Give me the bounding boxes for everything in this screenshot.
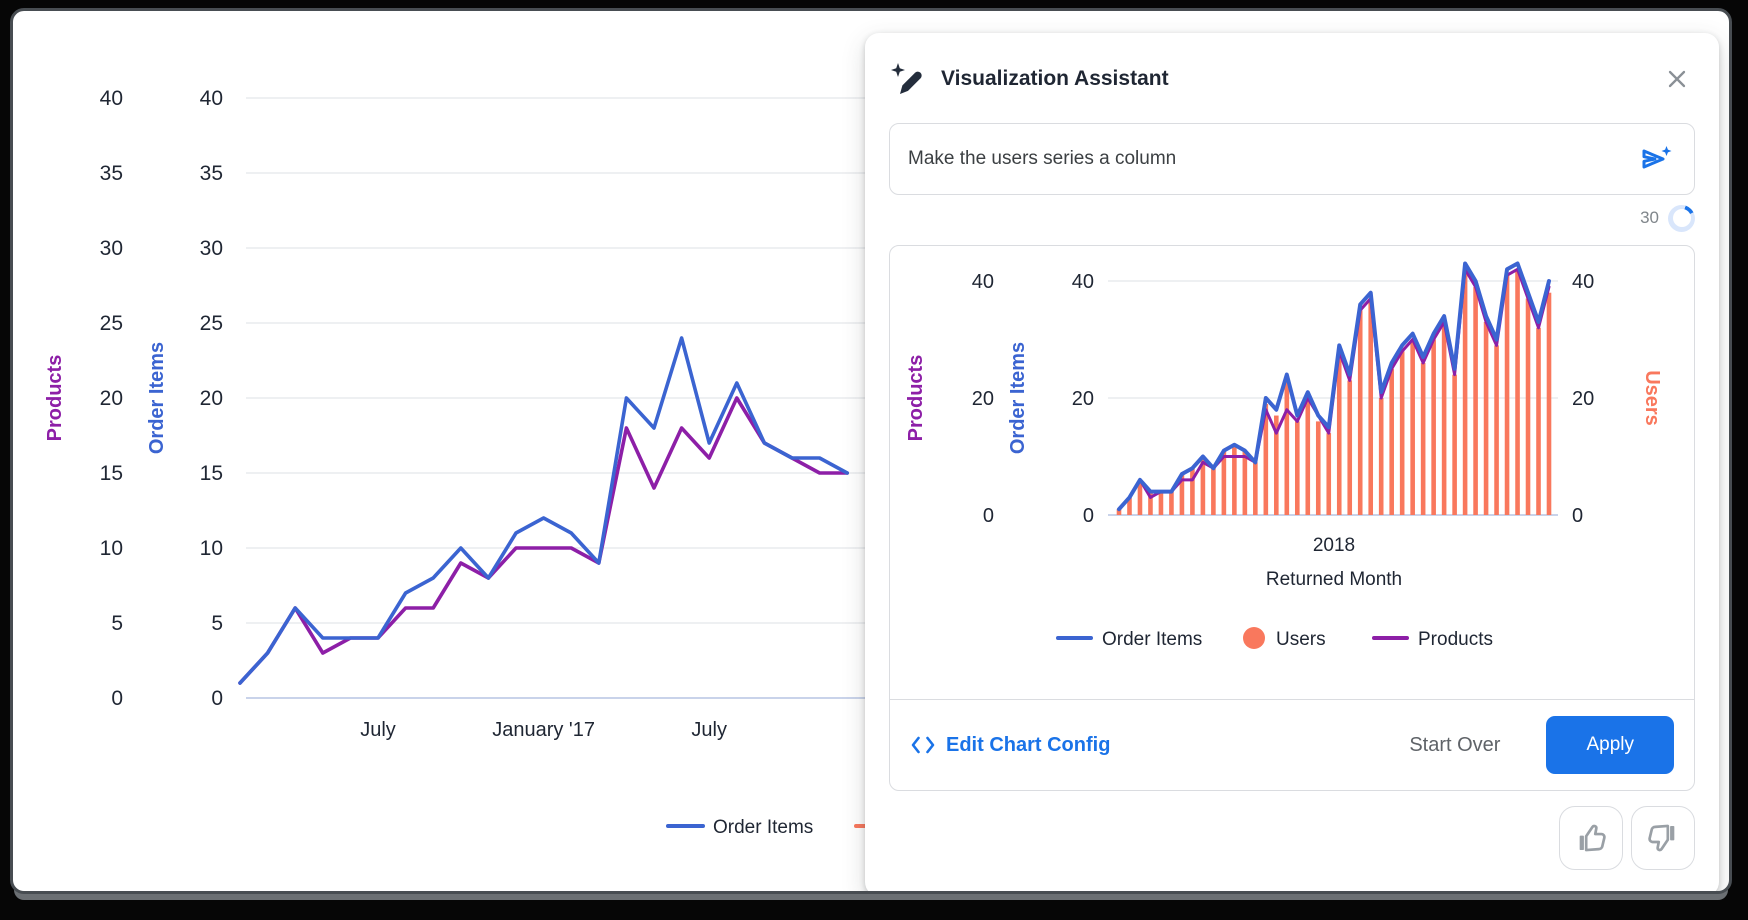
- svg-text:40: 40: [972, 271, 994, 293]
- svg-text:0: 0: [983, 505, 994, 527]
- svg-text:Products: Products: [44, 355, 66, 442]
- prompt-input-container: [889, 123, 1695, 195]
- svg-text:5: 5: [111, 612, 123, 635]
- apply-button[interactable]: Apply: [1546, 716, 1674, 774]
- edit-chart-config-label: Edit Chart Config: [946, 733, 1111, 756]
- svg-text:15: 15: [200, 462, 223, 485]
- svg-text:July: July: [360, 719, 396, 741]
- dialog-header: Visualization Assistant: [889, 57, 1695, 101]
- feedback-row: [889, 806, 1695, 870]
- thumbs-down-icon: [1646, 821, 1680, 855]
- svg-text:Products: Products: [905, 355, 927, 442]
- svg-text:0: 0: [211, 687, 223, 710]
- svg-text:35: 35: [100, 162, 123, 185]
- thumbs-down-button[interactable]: [1631, 806, 1695, 870]
- svg-text:10: 10: [100, 537, 123, 560]
- preview-chart: 0 0 0 20 20 20 40 40 40 Products Order Items Users 2…: [890, 246, 1694, 699]
- svg-text:40: 40: [200, 87, 223, 110]
- svg-text:Order Items: Order Items: [713, 817, 813, 838]
- preview-footer: Edit Chart Config Start Over Apply: [890, 699, 1694, 790]
- svg-text:20: 20: [972, 388, 994, 410]
- svg-text:Order Items: Order Items: [146, 342, 168, 454]
- thumbs-up-icon: [1574, 821, 1608, 855]
- svg-text:40: 40: [100, 87, 123, 110]
- svg-text:0: 0: [111, 687, 123, 710]
- send-icon: [1636, 139, 1676, 179]
- svg-text:15: 15: [100, 462, 123, 485]
- svg-text:0: 0: [1083, 505, 1094, 527]
- svg-text:July: July: [691, 719, 727, 741]
- svg-text:0: 0: [1572, 505, 1583, 527]
- svg-text:Returned Month: Returned Month: [1266, 569, 1402, 590]
- svg-text:Users: Users: [1276, 629, 1326, 650]
- svg-text:30: 30: [100, 237, 123, 260]
- svg-text:Users: Users: [1641, 370, 1663, 426]
- svg-text:25: 25: [100, 312, 123, 335]
- send-button[interactable]: [1632, 135, 1680, 183]
- thumbs-up-button[interactable]: [1559, 806, 1623, 870]
- start-over-button[interactable]: Start Over: [1391, 724, 1518, 767]
- prompt-input[interactable]: [906, 147, 1632, 171]
- main-chart: 0 0 5 5 10 10 15 15 20 20 25 25 30 30 35 35 40 40 Products…: [13, 11, 951, 891]
- svg-text:20: 20: [1072, 388, 1094, 410]
- svg-text:25: 25: [200, 312, 223, 335]
- svg-text:2018: 2018: [1313, 535, 1355, 556]
- progress-row: 30: [889, 203, 1695, 233]
- svg-text:40: 40: [1572, 271, 1594, 293]
- svg-text:20: 20: [1572, 388, 1594, 410]
- svg-text:30: 30: [200, 237, 223, 260]
- svg-text:Order Items: Order Items: [1007, 342, 1029, 454]
- progress-spinner-icon: [1668, 204, 1695, 232]
- svg-text:Order Items: Order Items: [1102, 629, 1202, 650]
- visualization-assistant-dialog: Visualization Assistant: [865, 33, 1719, 891]
- edit-chart-config-link[interactable]: Edit Chart Config: [910, 734, 1110, 757]
- svg-text:Products: Products: [1418, 629, 1493, 650]
- code-icon: [910, 735, 936, 755]
- close-button[interactable]: [1659, 61, 1695, 97]
- svg-text:20: 20: [100, 387, 123, 410]
- svg-text:5: 5: [211, 612, 223, 635]
- svg-text:January '17: January '17: [492, 719, 595, 741]
- close-icon: [1663, 65, 1691, 93]
- magic-pen-icon: [889, 61, 925, 97]
- dialog-title: Visualization Assistant: [941, 67, 1169, 90]
- svg-text:40: 40: [1072, 271, 1094, 293]
- svg-text:20: 20: [200, 387, 223, 410]
- svg-text:10: 10: [200, 537, 223, 560]
- svg-text:35: 35: [200, 162, 223, 185]
- countdown-value: 30: [1640, 208, 1659, 227]
- app-window: 0 0 5 5 10 10 15 15 20 20 25 25 30 30 35 35 40 40 Products…: [10, 8, 1732, 894]
- chart-preview-card: 0 0 0 20 20 20 40 40 40 Products Order Items Users 2…: [889, 245, 1695, 791]
